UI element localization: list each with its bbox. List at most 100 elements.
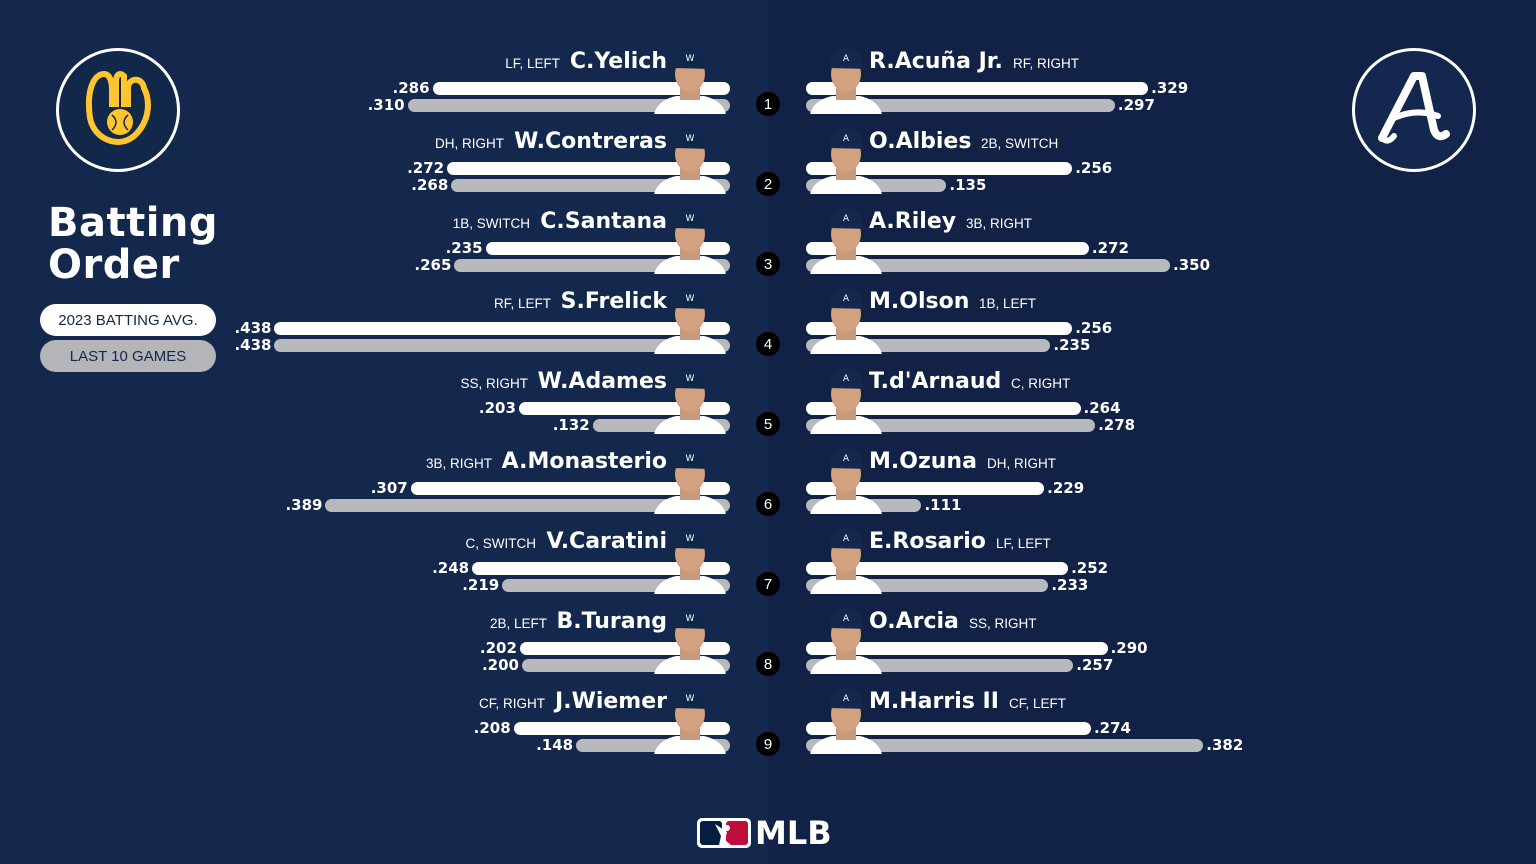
svg-text:W: W	[686, 294, 695, 304]
batting-order-number: 7	[756, 572, 780, 596]
braves-cap-icon: A	[810, 128, 882, 194]
player-position: 3B, RIGHT	[966, 216, 1033, 231]
value-avg: .290	[1110, 639, 1148, 657]
batting-order-number: 8	[756, 652, 780, 676]
player-name: S.Frelick	[560, 289, 667, 314]
bar-avg	[806, 82, 1149, 95]
brewers-player: .235.265 W C.Santana 1B, SWITCH	[0, 200, 768, 280]
batting-order-number: 5	[756, 412, 780, 436]
svg-text:W: W	[686, 534, 695, 544]
braves-player: .264.278 A T.d'Arnaud C, RIGHT	[0, 360, 1536, 440]
value-avg: .235	[445, 239, 483, 257]
brewers-cap-icon: W	[654, 128, 726, 194]
value-avg: .203	[478, 399, 516, 417]
brewers-player: .208 .148 W J.Wiemer CF, RIGHT	[0, 680, 768, 760]
value-last-10: .219	[462, 576, 500, 594]
brewers-cap-icon: W	[654, 288, 726, 354]
lineup-row: 5 .203 .132 W W.Adames SS, RIGHT .264.278 A T.d'…	[0, 360, 1536, 440]
svg-text:A: A	[843, 54, 850, 64]
player-headshot: W	[650, 122, 730, 194]
title-line-1: Batting	[48, 200, 219, 246]
svg-text:W: W	[686, 614, 695, 624]
batting-order-number: 1	[756, 92, 780, 116]
bar-avg	[806, 482, 1045, 495]
bar-avg	[447, 162, 730, 175]
bar-last-10	[407, 99, 730, 112]
brewers-cap-icon: W	[654, 208, 726, 274]
value-last-10: .382	[1206, 736, 1244, 754]
value-avg: .286	[392, 79, 430, 97]
batting-order-number: 2	[756, 172, 780, 196]
value-last-10: .235	[1053, 336, 1091, 354]
player-name: E.Rosario	[869, 529, 986, 554]
player-position: RF, RIGHT	[1013, 56, 1079, 71]
value-last-10: .265	[414, 256, 452, 274]
value-last-10: .111	[924, 496, 962, 514]
brewers-cap-icon: W	[654, 608, 726, 674]
value-avg: .264	[1083, 399, 1121, 417]
value-last-10: .148	[536, 736, 574, 754]
braves-player: .272 .350 A A.Riley 3B, RIGHT	[0, 200, 1536, 280]
lineup-row: 2 .272.268 W W.Contreras DH, RIGHT .256 .135 A O…	[0, 120, 1536, 200]
braves-cap-icon: A	[810, 688, 882, 754]
svg-text:A: A	[843, 214, 850, 224]
brewers-player: .438.438 W S.Frelick RF, LEFT	[0, 280, 768, 360]
player-name: B.Turang	[556, 609, 667, 634]
batting-order-number: 9	[756, 732, 780, 756]
value-avg: .274	[1093, 719, 1131, 737]
player-headshot: A	[806, 362, 886, 434]
player-headshot: W	[650, 522, 730, 594]
batting-order-number: 4	[756, 332, 780, 356]
bar-avg	[519, 642, 730, 655]
svg-text:W: W	[686, 454, 695, 464]
svg-text:A: A	[843, 454, 850, 464]
bar-avg	[806, 562, 1069, 575]
player-headshot: A	[806, 122, 886, 194]
bar-avg	[806, 402, 1081, 415]
braves-cap-icon: A	[810, 208, 882, 274]
mlb-wordmark: MLB	[755, 814, 832, 852]
bar-avg	[485, 242, 730, 255]
value-avg: .229	[1047, 479, 1085, 497]
player-position: LF, LEFT	[996, 536, 1051, 551]
value-last-10: .135	[949, 176, 987, 194]
braves-player: .256.235 A M.Olson 1B, LEFT	[0, 280, 1536, 360]
value-avg: .307	[370, 479, 408, 497]
player-position: 3B, RIGHT	[425, 456, 492, 471]
player-headshot: A	[806, 682, 886, 754]
svg-text:W: W	[686, 54, 695, 64]
brewers-player: .248.219 W V.Caratini C, SWITCH	[0, 520, 768, 600]
player-position: CF, LEFT	[1009, 696, 1067, 711]
batting-order-number: 6	[756, 492, 780, 516]
legend-avg: 2023 BATTING AVG.	[40, 304, 216, 336]
player-headshot: W	[650, 602, 730, 674]
player-name: O.Arcia	[869, 609, 959, 634]
svg-text:W: W	[686, 374, 695, 384]
player-headshot: A	[806, 282, 886, 354]
bar-avg	[410, 482, 730, 495]
player-name: A.Monasterio	[501, 449, 667, 474]
lineup-row: 4 .438.438 W S.Frelick RF, LEFT .256.235 A M.Ol…	[0, 280, 1536, 360]
bar-last-10	[274, 339, 730, 352]
player-name: C.Yelich	[569, 49, 667, 74]
braves-cap-icon: A	[810, 48, 882, 114]
value-avg: .202	[479, 639, 517, 657]
player-position: DH, RIGHT	[987, 456, 1056, 471]
value-last-10: .200	[481, 656, 519, 674]
batting-order-number: 3	[756, 252, 780, 276]
svg-text:W: W	[686, 214, 695, 224]
player-headshot: A	[806, 522, 886, 594]
braves-player: .229 .111 A M.Ozuna DH, RIGHT	[0, 440, 1536, 520]
value-last-10: .310	[367, 96, 405, 114]
value-avg: .438	[234, 319, 272, 337]
lineup-row: 3 .235.265 W C.Santana 1B, SWITCH .272 .350 A A.…	[0, 200, 1536, 280]
svg-text:W: W	[686, 694, 695, 704]
svg-text:W: W	[686, 134, 695, 144]
bar-avg	[806, 642, 1108, 655]
brewers-cap-icon: W	[654, 368, 726, 434]
value-last-10: .350	[1173, 256, 1211, 274]
value-last-10: .438	[234, 336, 272, 354]
player-name: W.Contreras	[514, 129, 667, 154]
page-title: Batting Order	[48, 202, 218, 286]
value-avg: .329	[1151, 79, 1189, 97]
